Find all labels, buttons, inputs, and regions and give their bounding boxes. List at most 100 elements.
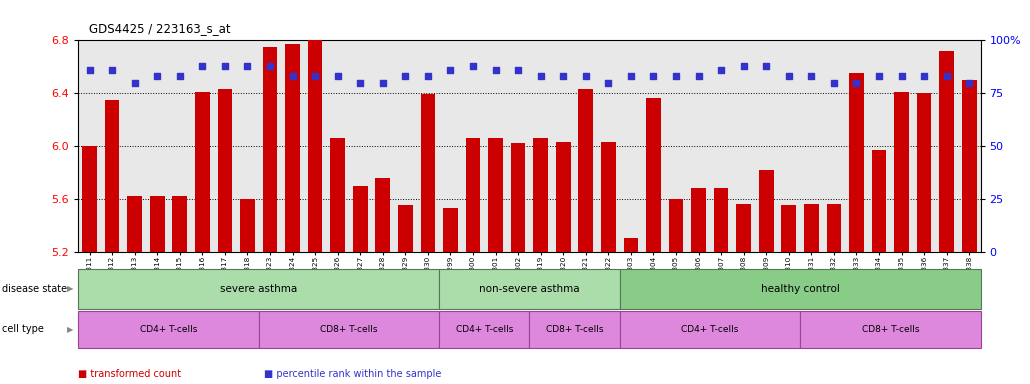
- Bar: [534, 138, 548, 384]
- Bar: [939, 51, 954, 384]
- Bar: [646, 98, 661, 384]
- Text: severe asthma: severe asthma: [220, 284, 298, 294]
- Point: [442, 67, 458, 73]
- Bar: [78, 311, 259, 348]
- Bar: [150, 196, 165, 384]
- Bar: [511, 143, 525, 384]
- Bar: [128, 196, 142, 384]
- Point: [487, 67, 504, 73]
- Point: [104, 67, 121, 73]
- Bar: [172, 196, 187, 384]
- Bar: [782, 205, 796, 384]
- Text: disease state: disease state: [2, 284, 67, 294]
- Bar: [759, 170, 774, 384]
- Point: [826, 79, 843, 86]
- Point: [307, 73, 323, 79]
- Point: [961, 79, 977, 86]
- Point: [916, 73, 932, 79]
- Bar: [466, 138, 480, 384]
- Bar: [800, 311, 981, 348]
- Text: CD8+ T-cells: CD8+ T-cells: [546, 325, 604, 334]
- Text: ■ percentile rank within the sample: ■ percentile rank within the sample: [264, 369, 441, 379]
- Bar: [804, 204, 819, 384]
- Point: [713, 67, 729, 73]
- Bar: [420, 94, 436, 384]
- Point: [600, 79, 617, 86]
- Bar: [962, 80, 976, 384]
- Bar: [195, 92, 210, 384]
- Bar: [439, 311, 529, 348]
- Bar: [240, 199, 254, 384]
- Text: CD4+ T-cells: CD4+ T-cells: [140, 325, 197, 334]
- Bar: [259, 311, 439, 348]
- Point: [81, 67, 98, 73]
- Point: [690, 73, 707, 79]
- Bar: [308, 40, 322, 384]
- Point: [938, 73, 955, 79]
- Bar: [488, 138, 503, 384]
- Text: non-severe asthma: non-severe asthma: [479, 284, 580, 294]
- Bar: [620, 311, 800, 348]
- Point: [735, 63, 752, 69]
- Bar: [714, 188, 728, 384]
- Point: [262, 63, 278, 69]
- Text: GDS4425 / 223163_s_at: GDS4425 / 223163_s_at: [89, 22, 230, 35]
- Point: [533, 73, 549, 79]
- Point: [870, 73, 887, 79]
- Bar: [285, 44, 300, 384]
- Bar: [353, 185, 368, 384]
- Bar: [849, 73, 864, 384]
- Point: [849, 79, 865, 86]
- Point: [893, 73, 909, 79]
- Bar: [917, 93, 931, 384]
- Bar: [82, 146, 97, 384]
- Point: [758, 63, 775, 69]
- Point: [375, 79, 391, 86]
- Point: [284, 73, 301, 79]
- Bar: [602, 142, 616, 384]
- Bar: [376, 178, 390, 384]
- Bar: [439, 269, 620, 309]
- Bar: [217, 89, 232, 384]
- Point: [398, 73, 414, 79]
- Text: CD4+ T-cells: CD4+ T-cells: [681, 325, 739, 334]
- Point: [465, 63, 481, 69]
- Bar: [263, 47, 277, 384]
- Bar: [579, 89, 593, 384]
- Text: ■ transformed count: ■ transformed count: [78, 369, 181, 379]
- Bar: [105, 100, 119, 384]
- Text: ▶: ▶: [67, 325, 73, 334]
- Point: [623, 73, 640, 79]
- Text: CD8+ T-cells: CD8+ T-cells: [320, 325, 378, 334]
- Bar: [691, 188, 706, 384]
- Bar: [871, 150, 887, 384]
- Text: cell type: cell type: [2, 324, 44, 334]
- Text: ▶: ▶: [67, 285, 73, 293]
- Bar: [331, 138, 345, 384]
- Point: [239, 63, 255, 69]
- Point: [667, 73, 684, 79]
- Point: [216, 63, 233, 69]
- Bar: [894, 92, 908, 384]
- Text: CD8+ T-cells: CD8+ T-cells: [861, 325, 919, 334]
- Point: [578, 73, 594, 79]
- Point: [194, 63, 210, 69]
- Point: [127, 79, 143, 86]
- Bar: [78, 269, 439, 309]
- Bar: [556, 142, 571, 384]
- Bar: [623, 238, 639, 384]
- Bar: [529, 311, 620, 348]
- Bar: [398, 205, 413, 384]
- Bar: [668, 199, 683, 384]
- Bar: [827, 204, 842, 384]
- Bar: [443, 208, 457, 384]
- Point: [781, 73, 797, 79]
- Bar: [620, 269, 981, 309]
- Point: [352, 79, 369, 86]
- Point: [510, 67, 526, 73]
- Point: [330, 73, 346, 79]
- Text: CD4+ T-cells: CD4+ T-cells: [455, 325, 513, 334]
- Point: [803, 73, 820, 79]
- Point: [149, 73, 166, 79]
- Point: [645, 73, 661, 79]
